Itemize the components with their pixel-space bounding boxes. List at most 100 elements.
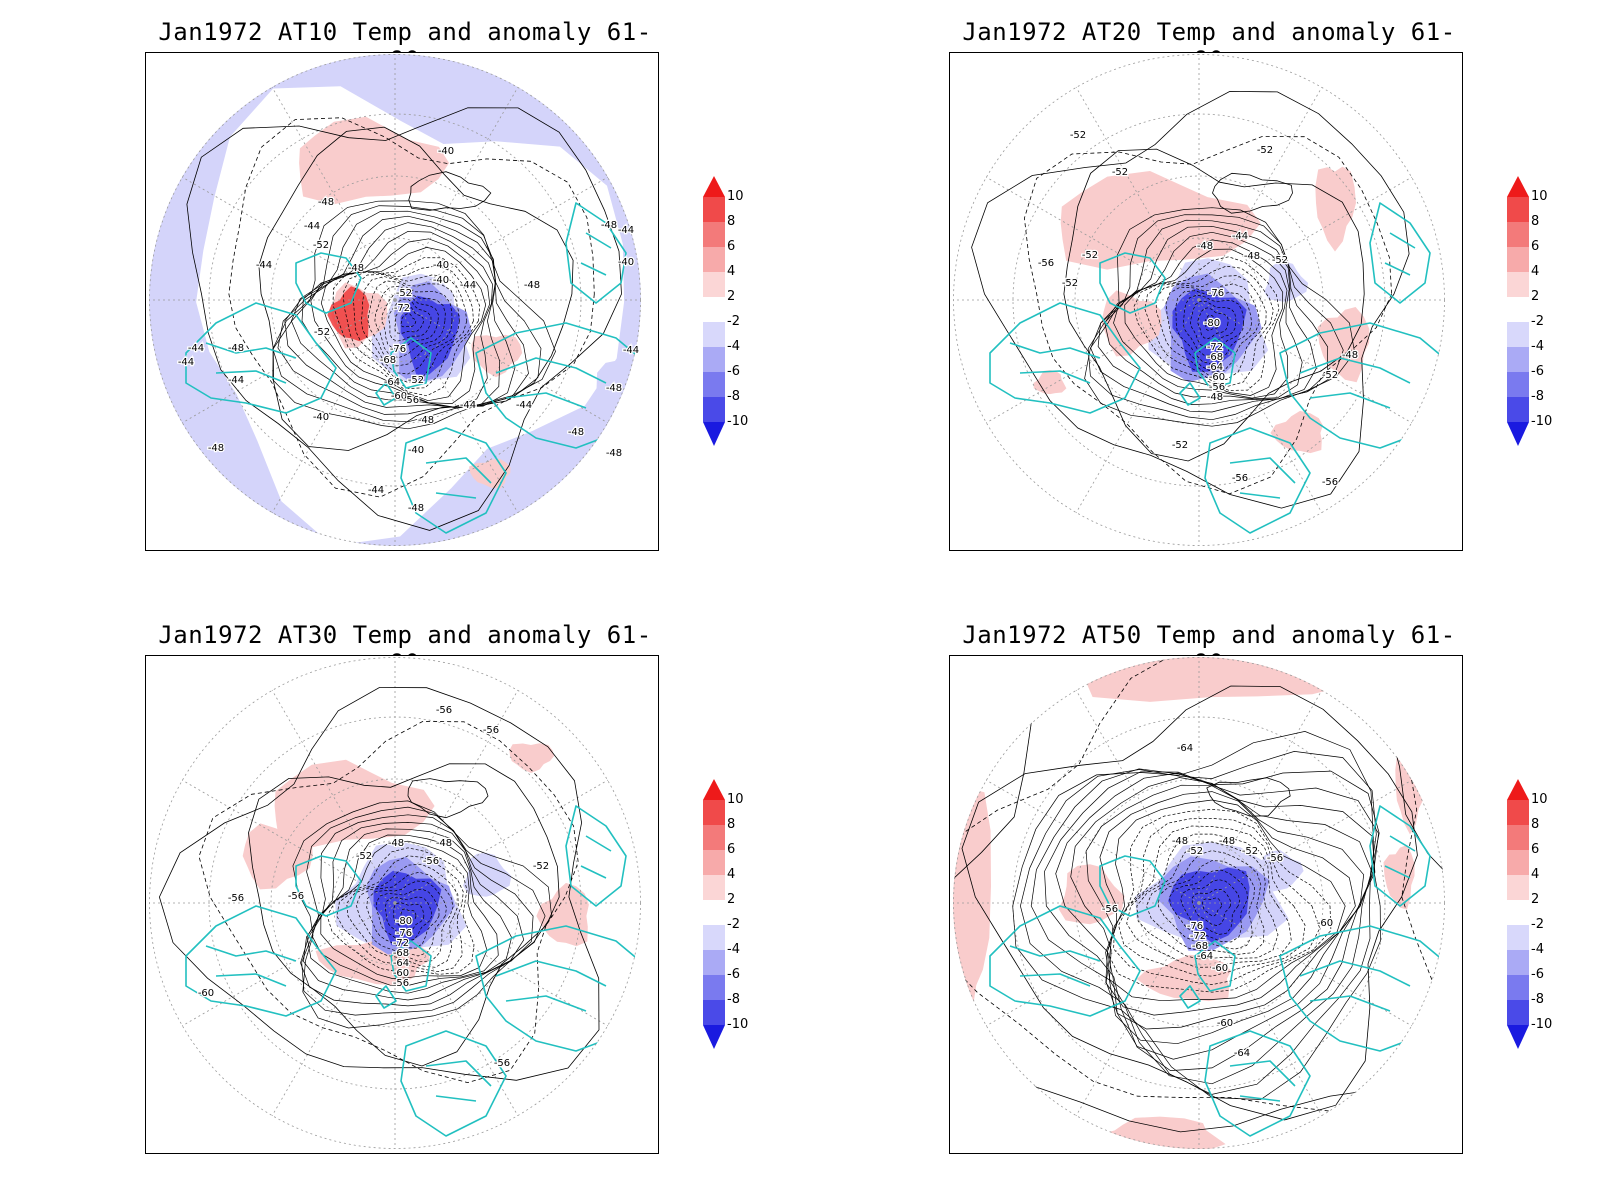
colorbar-arrow-bottom <box>1507 422 1529 446</box>
meridian-line <box>1198 902 1413 1027</box>
temperature-contour <box>1144 265 1274 387</box>
contour-label: -52 <box>1187 846 1203 857</box>
contour-label: -56 <box>1267 853 1283 864</box>
meridian-line <box>181 902 396 1027</box>
colorbar-label: 2 <box>727 892 736 907</box>
contour-label: -40 <box>433 260 449 271</box>
coastline <box>1179 985 1201 1009</box>
temperature-contour <box>1113 818 1321 985</box>
contour-label: -72 <box>1190 931 1206 942</box>
contour-label: -40 <box>313 412 329 423</box>
meridian-line <box>1198 86 1323 301</box>
colorbar-swatch <box>703 272 725 297</box>
coastline <box>580 232 612 276</box>
contour-label: -64 <box>393 958 409 969</box>
temperature-contour <box>301 230 493 408</box>
coastline <box>1299 960 1411 1012</box>
colorbar-swatch <box>1507 950 1529 975</box>
contour-label: -76 <box>390 344 406 355</box>
contour-label: -44 <box>304 221 320 232</box>
coastline <box>185 905 337 1017</box>
temperature-contour <box>1105 799 1346 1002</box>
contour-label: -56 <box>483 725 499 736</box>
meridian-line <box>271 86 396 301</box>
anomaly-shading-warm <box>1094 1116 1226 1149</box>
colorbar-label: -2 <box>727 314 740 329</box>
temperature-contour <box>1099 791 1356 1016</box>
colorbar-swatch <box>703 297 725 322</box>
polar-map: -56 -56 -48 -48 -52 -56 -52 -56 -56 -80 -76 -72 -68-… <box>145 655 659 1154</box>
coastline <box>1384 835 1416 879</box>
temperature-contour <box>1169 869 1248 943</box>
contour-label: -40 <box>408 445 424 456</box>
map-panel-at20: Jan1972 AT20 Temp and anomaly 61-90 -52-… <box>804 0 1600 600</box>
map-panel-at10: Jan1972 AT10 Temp and anomaly 61-90 -40-… <box>0 0 800 600</box>
colorbar-label: 10 <box>727 792 744 807</box>
colorbar-label: 8 <box>1531 817 1540 832</box>
coastline <box>1204 1030 1311 1137</box>
anomaly-shading-cold-strong <box>373 870 442 946</box>
colorbar-swatch <box>1507 975 1529 1000</box>
contour-label: -48 <box>568 427 584 438</box>
meridian-line <box>1198 299 1413 424</box>
colorbar-swatch <box>703 372 725 397</box>
colorbar-label: -8 <box>727 389 740 404</box>
latitude-circle <box>270 778 520 1028</box>
meridian-line <box>1198 902 1323 1117</box>
coastline <box>205 945 297 987</box>
temperature-contour <box>400 313 417 328</box>
contour-label: -56 <box>403 395 419 406</box>
temperature-contour <box>1133 256 1280 391</box>
temperature-contour <box>400 908 417 925</box>
contour-label: -40 <box>618 257 634 268</box>
coastline <box>375 382 397 406</box>
coastline <box>1204 427 1311 534</box>
temperature-contour <box>1126 833 1292 968</box>
temperature-contour <box>1020 751 1377 1095</box>
contour-label: -80 <box>396 916 412 927</box>
coastline <box>1384 232 1416 276</box>
map-panel-at50: Jan1972 AT50 Temp and anomaly 61-90 -64 -… <box>804 603 1600 1203</box>
colorbar-label: -6 <box>1531 967 1544 982</box>
temperature-contour <box>1191 888 1232 926</box>
meridian-line <box>394 299 609 424</box>
anomaly-shading-cold <box>1264 261 1309 302</box>
colorbar-label: -4 <box>1531 942 1544 957</box>
temperature-contour <box>355 871 454 963</box>
coastline <box>1369 202 1431 304</box>
colorbar-label: -8 <box>1531 389 1544 404</box>
temperature-contour <box>1124 248 1284 396</box>
map-boundary <box>149 54 641 546</box>
polar-map: -40 -44 -44 -48 -52 -48 -40 -44 -48 -48 -40 -52 -52-… <box>145 52 659 551</box>
colorbar-label: -10 <box>727 1017 749 1032</box>
colorbar-swatch <box>1507 925 1529 950</box>
contour-label: -48 <box>208 443 224 454</box>
panel-title: Jan1972 AT50 Temp and anomaly 61-90 <box>962 621 1456 677</box>
anomaly-shading-cold-strong <box>1168 867 1250 943</box>
temperature-contour <box>306 828 512 994</box>
colorbar-swatch <box>703 825 725 850</box>
contour-label: -60 <box>1217 1018 1233 1029</box>
colorbar-label: -10 <box>1531 414 1553 429</box>
contour-label: -56 <box>1038 258 1054 269</box>
contour-label: -80 <box>1204 318 1220 329</box>
contour-label: -44 <box>178 357 194 368</box>
meridian-line <box>1075 902 1200 1117</box>
colorbar-swatch <box>1507 875 1529 900</box>
contour-label: -64 <box>1177 743 1193 754</box>
temperature-contour <box>1146 850 1265 955</box>
contour-label: -52 <box>396 288 412 299</box>
coastline <box>1369 805 1431 907</box>
temperature-contour <box>186 107 622 531</box>
contour-label: -44 <box>460 280 476 291</box>
colorbar-swatch <box>1507 800 1529 825</box>
coastline <box>475 925 641 1052</box>
colorbar-label: 10 <box>1531 792 1548 807</box>
meridian-line <box>985 779 1200 904</box>
coastline <box>495 960 607 1012</box>
contour-label: -72 <box>394 303 410 314</box>
colorbar-swatch <box>703 322 725 347</box>
temperature-contour <box>1087 214 1344 421</box>
colorbar-arrow-bottom <box>703 1025 725 1049</box>
colorbar-label: -2 <box>727 917 740 932</box>
